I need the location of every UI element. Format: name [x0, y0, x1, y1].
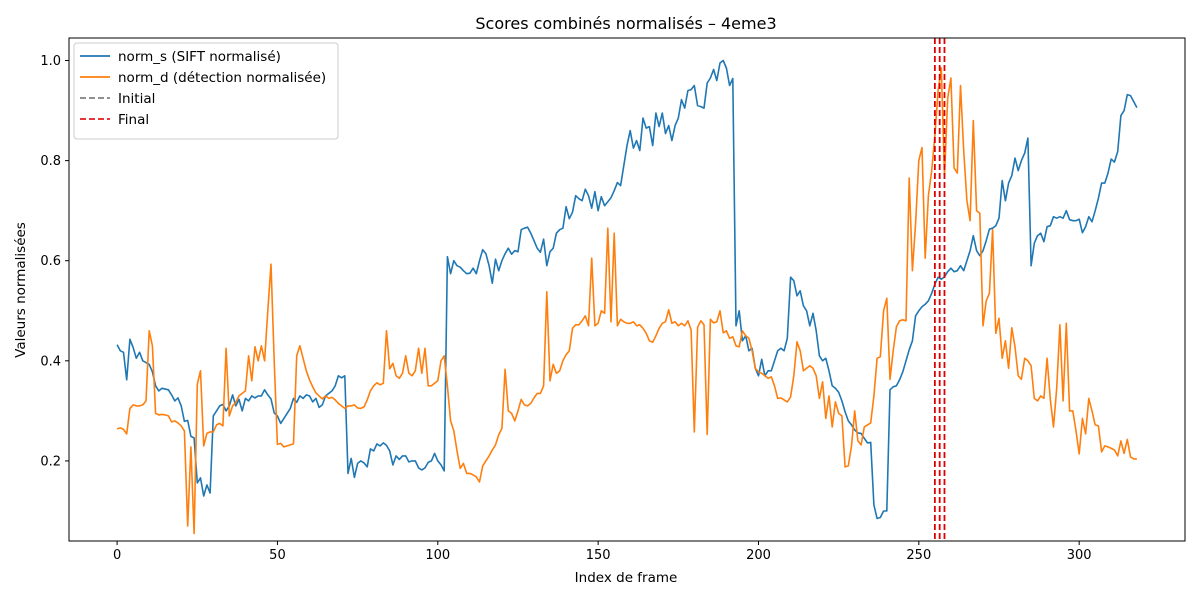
x-tick-label: 250	[906, 548, 931, 563]
x-axis-label: Index de frame	[575, 570, 678, 586]
y-tick-label: 1.0	[40, 54, 61, 69]
legend-label: Final	[118, 112, 149, 128]
series-line-1	[116, 67, 1137, 535]
chart-title: Scores combinés normalisés – 4eme3	[475, 14, 776, 33]
series-layer	[116, 59, 1138, 535]
y-tick-label: 0.8	[40, 154, 61, 169]
vline-layer	[933, 38, 946, 541]
legend-label: norm_d (détection normalisée)	[118, 70, 326, 86]
x-tick-label: 200	[746, 548, 771, 563]
y-tick-label: 0.2	[40, 454, 61, 469]
x-tick-label: 100	[425, 548, 450, 563]
x-tick-label: 150	[586, 548, 611, 563]
x-axis-ticks: 0 50 100 150 200 250 300	[113, 541, 1092, 563]
y-axis-ticks: 0.2 0.4 0.6 0.8 1.0	[40, 54, 69, 469]
x-tick-label: 0	[113, 548, 121, 563]
x-tick-label: 50	[269, 548, 286, 563]
y-tick-label: 0.4	[40, 354, 61, 369]
y-axis-label: Valeurs normalisées	[13, 222, 29, 358]
axes-frame	[68, 37, 1186, 542]
plot-area: 0 50 100 150 200 250 300 0.2 0.4 0.6 0.8 1.0	[40, 37, 1186, 563]
y-tick-label: 0.6	[40, 254, 61, 269]
legend-label: norm_s (SIFT normalisé)	[118, 49, 281, 65]
legend-box	[73, 42, 339, 140]
legend: norm_s (SIFT normalisé) norm_d (détection…	[73, 42, 339, 140]
legend-label: Initial	[118, 91, 155, 107]
x-tick-label: 300	[1067, 548, 1092, 563]
